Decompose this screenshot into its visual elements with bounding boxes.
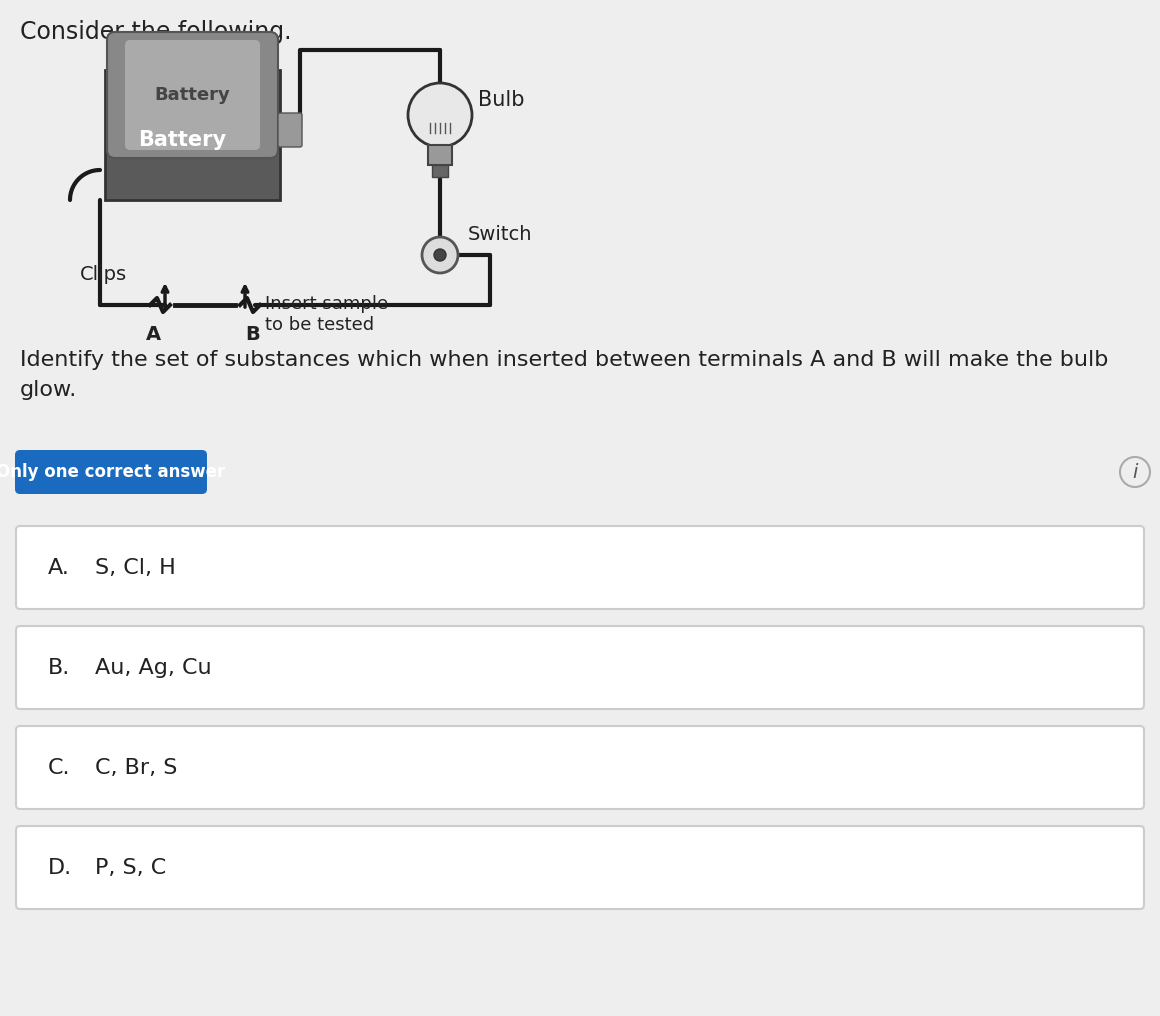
Text: Consider the following.: Consider the following. bbox=[20, 20, 291, 44]
Text: Only one correct answer: Only one correct answer bbox=[0, 463, 226, 481]
FancyBboxPatch shape bbox=[15, 450, 206, 494]
Text: Insert sample
to be tested: Insert sample to be tested bbox=[264, 295, 389, 334]
Text: C.: C. bbox=[48, 758, 71, 777]
FancyBboxPatch shape bbox=[16, 826, 1144, 909]
Text: Battery: Battery bbox=[154, 86, 231, 104]
Text: Switch: Switch bbox=[467, 226, 532, 245]
FancyBboxPatch shape bbox=[432, 165, 448, 177]
FancyBboxPatch shape bbox=[125, 40, 260, 150]
Text: A.: A. bbox=[48, 558, 70, 577]
FancyBboxPatch shape bbox=[16, 526, 1144, 609]
Text: Clips: Clips bbox=[80, 265, 128, 284]
Text: P, S, C: P, S, C bbox=[95, 858, 166, 878]
FancyBboxPatch shape bbox=[106, 70, 280, 200]
Text: Au, Ag, Cu: Au, Ag, Cu bbox=[95, 657, 211, 678]
FancyBboxPatch shape bbox=[428, 145, 452, 165]
Text: Battery: Battery bbox=[138, 130, 226, 150]
Text: S, Cl, H: S, Cl, H bbox=[95, 558, 176, 577]
Text: A: A bbox=[145, 325, 160, 344]
Text: B: B bbox=[246, 325, 260, 344]
FancyBboxPatch shape bbox=[107, 31, 278, 158]
Text: C, Br, S: C, Br, S bbox=[95, 758, 177, 777]
Circle shape bbox=[408, 83, 472, 147]
Text: D.: D. bbox=[48, 858, 72, 878]
Text: Identify the set of substances which when inserted between terminals A and B wil: Identify the set of substances which whe… bbox=[20, 350, 1108, 399]
Text: B.: B. bbox=[48, 657, 71, 678]
Circle shape bbox=[434, 249, 445, 261]
Text: i: i bbox=[1132, 462, 1138, 482]
FancyBboxPatch shape bbox=[16, 626, 1144, 709]
Circle shape bbox=[1121, 457, 1150, 487]
FancyBboxPatch shape bbox=[278, 113, 302, 147]
Text: Bulb: Bulb bbox=[478, 90, 524, 110]
FancyBboxPatch shape bbox=[16, 726, 1144, 809]
Circle shape bbox=[422, 237, 458, 273]
